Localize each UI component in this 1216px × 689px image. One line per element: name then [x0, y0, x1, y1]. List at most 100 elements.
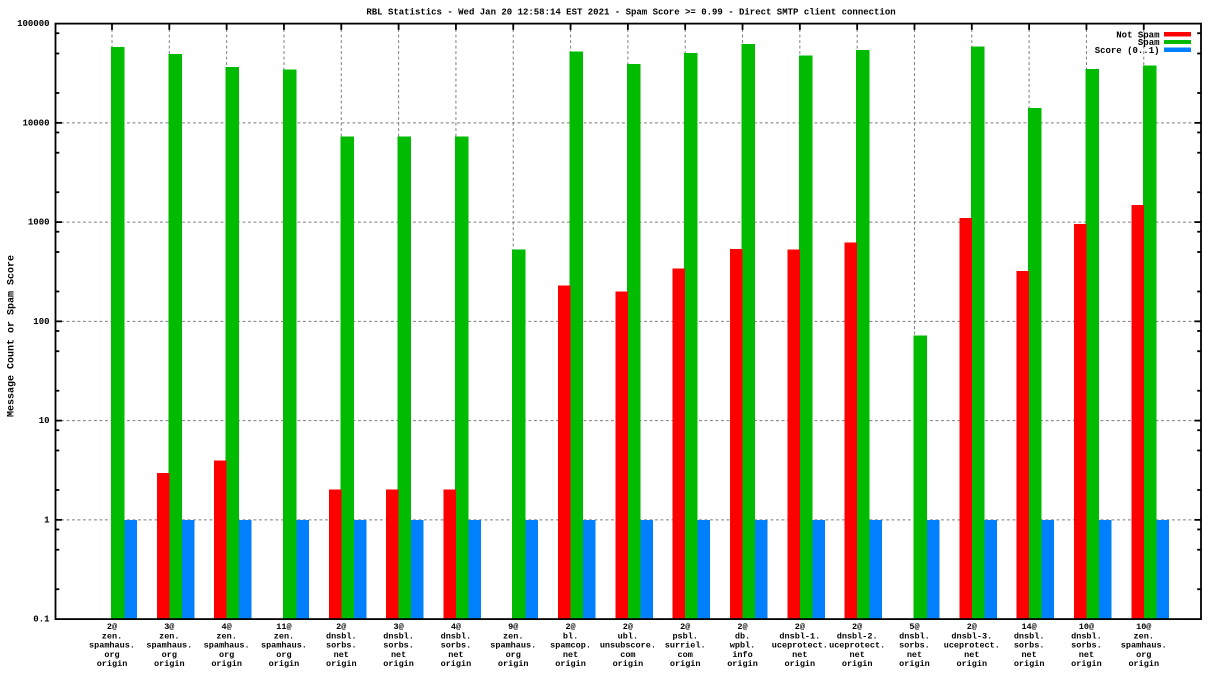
- svg-text:org: org: [1136, 650, 1151, 660]
- svg-text:unsubscore.: unsubscore.: [600, 641, 656, 651]
- svg-text:3@: 3@: [164, 622, 174, 632]
- svg-text:origin: origin: [97, 659, 128, 669]
- svg-text:net: net: [964, 650, 979, 660]
- svg-text:info: info: [732, 650, 752, 660]
- svg-text:wpbl.: wpbl.: [730, 641, 756, 651]
- svg-text:spamcop.: spamcop.: [550, 641, 591, 651]
- svg-text:2@: 2@: [336, 622, 346, 632]
- svg-text:origin: origin: [1128, 659, 1159, 669]
- svg-text:origin: origin: [211, 659, 242, 669]
- svg-text:2@: 2@: [852, 622, 862, 632]
- svg-text:org: org: [276, 650, 291, 660]
- svg-text:10@: 10@: [1079, 622, 1094, 632]
- svg-text:sorbs.: sorbs.: [1014, 641, 1045, 651]
- svg-text:dnsbl-3.: dnsbl-3.: [951, 631, 992, 641]
- svg-text:origin: origin: [727, 659, 758, 669]
- svg-text:0.1: 0.1: [33, 615, 50, 625]
- svg-text:4@: 4@: [451, 622, 461, 632]
- svg-text:100000: 100000: [17, 19, 49, 29]
- svg-text:2@: 2@: [565, 622, 575, 632]
- svg-text:dnsbl.: dnsbl.: [383, 631, 414, 641]
- svg-text:zen.: zen.: [102, 631, 122, 641]
- svg-text:net: net: [448, 650, 463, 660]
- svg-text:2@: 2@: [623, 622, 633, 632]
- svg-text:origin: origin: [899, 659, 930, 669]
- svg-text:zen.: zen.: [216, 631, 236, 641]
- svg-text:org: org: [219, 650, 234, 660]
- svg-text:com: com: [620, 650, 635, 660]
- svg-text:dnsbl.: dnsbl.: [899, 631, 930, 641]
- svg-text:origin: origin: [383, 659, 414, 669]
- svg-text:uceprotect.: uceprotect.: [944, 641, 1000, 651]
- svg-text:zen.: zen.: [503, 631, 523, 641]
- svg-text:10@: 10@: [1136, 622, 1151, 632]
- svg-text:9@: 9@: [508, 622, 518, 632]
- svg-text:1: 1: [44, 515, 50, 525]
- svg-text:org: org: [506, 650, 521, 660]
- svg-text:zen.: zen.: [1134, 631, 1154, 641]
- svg-text:net: net: [907, 650, 922, 660]
- svg-text:dnsbl-2.: dnsbl-2.: [837, 631, 878, 641]
- svg-text:zen.: zen.: [274, 631, 294, 641]
- svg-text:ubl.: ubl.: [618, 631, 638, 641]
- svg-text:origin: origin: [842, 659, 873, 669]
- svg-text:2@: 2@: [967, 622, 977, 632]
- svg-text:spamhaus.: spamhaus.: [490, 641, 536, 651]
- svg-text:net: net: [792, 650, 807, 660]
- svg-text:Message Count or Spam Score: Message Count or Spam Score: [7, 255, 18, 417]
- svg-text:net: net: [850, 650, 865, 660]
- svg-text:3@: 3@: [393, 622, 403, 632]
- svg-text:14@: 14@: [1021, 622, 1036, 632]
- svg-text:4@: 4@: [222, 622, 232, 632]
- svg-text:net: net: [1079, 650, 1094, 660]
- svg-text:11@: 11@: [276, 622, 291, 632]
- svg-text:2@: 2@: [737, 622, 747, 632]
- svg-text:10000: 10000: [22, 118, 49, 128]
- svg-text:1000: 1000: [28, 218, 50, 228]
- svg-text:2@: 2@: [680, 622, 690, 632]
- svg-text:org: org: [162, 650, 177, 660]
- svg-text:RBL Statistics - Wed Jan 20 12: RBL Statistics - Wed Jan 20 12:58:14 EST…: [366, 8, 895, 18]
- svg-text:Not Spam: Not Spam: [1116, 30, 1160, 40]
- svg-text:zen.: zen.: [159, 631, 179, 641]
- svg-text:origin: origin: [498, 659, 529, 669]
- svg-text:100: 100: [33, 317, 49, 327]
- svg-text:spamhaus.: spamhaus.: [89, 641, 135, 651]
- svg-text:net: net: [391, 650, 406, 660]
- svg-text:origin: origin: [670, 659, 701, 669]
- svg-text:com: com: [678, 650, 693, 660]
- svg-text:uceprotect.: uceprotect.: [829, 641, 885, 651]
- svg-text:spamhaus.: spamhaus.: [146, 641, 192, 651]
- svg-text:origin: origin: [555, 659, 586, 669]
- svg-text:origin: origin: [441, 659, 472, 669]
- svg-text:origin: origin: [269, 659, 300, 669]
- svg-text:spamhaus.: spamhaus.: [204, 641, 250, 651]
- svg-text:sorbs.: sorbs.: [899, 641, 930, 651]
- svg-text:Score (0..1): Score (0..1): [1095, 46, 1160, 56]
- svg-text:origin: origin: [613, 659, 644, 669]
- svg-text:psbl.: psbl.: [672, 631, 698, 641]
- svg-text:Spam: Spam: [1138, 38, 1160, 48]
- svg-text:sorbs.: sorbs.: [326, 641, 357, 651]
- svg-text:dnsbl.: dnsbl.: [1071, 631, 1102, 641]
- svg-text:net: net: [1021, 650, 1036, 660]
- svg-text:dnsbl.: dnsbl.: [1014, 631, 1045, 641]
- svg-text:2@: 2@: [795, 622, 805, 632]
- svg-text:sorbs.: sorbs.: [383, 641, 414, 651]
- svg-text:surriel.: surriel.: [665, 641, 706, 651]
- svg-text:origin: origin: [326, 659, 357, 669]
- svg-text:net: net: [563, 650, 578, 660]
- svg-text:dnsbl-1.: dnsbl-1.: [779, 631, 820, 641]
- svg-text:db.: db.: [735, 631, 750, 641]
- svg-text:origin: origin: [1071, 659, 1102, 669]
- svg-text:net: net: [334, 650, 349, 660]
- svg-text:dnsbl.: dnsbl.: [326, 631, 357, 641]
- svg-text:spamhaus.: spamhaus.: [261, 641, 307, 651]
- svg-text:bl.: bl.: [563, 631, 578, 641]
- svg-text:origin: origin: [956, 659, 987, 669]
- svg-text:org: org: [104, 650, 119, 660]
- svg-text:10: 10: [39, 416, 50, 426]
- svg-text:uceprotect.: uceprotect.: [772, 641, 828, 651]
- svg-text:dnsbl.: dnsbl.: [441, 631, 472, 641]
- svg-text:origin: origin: [154, 659, 185, 669]
